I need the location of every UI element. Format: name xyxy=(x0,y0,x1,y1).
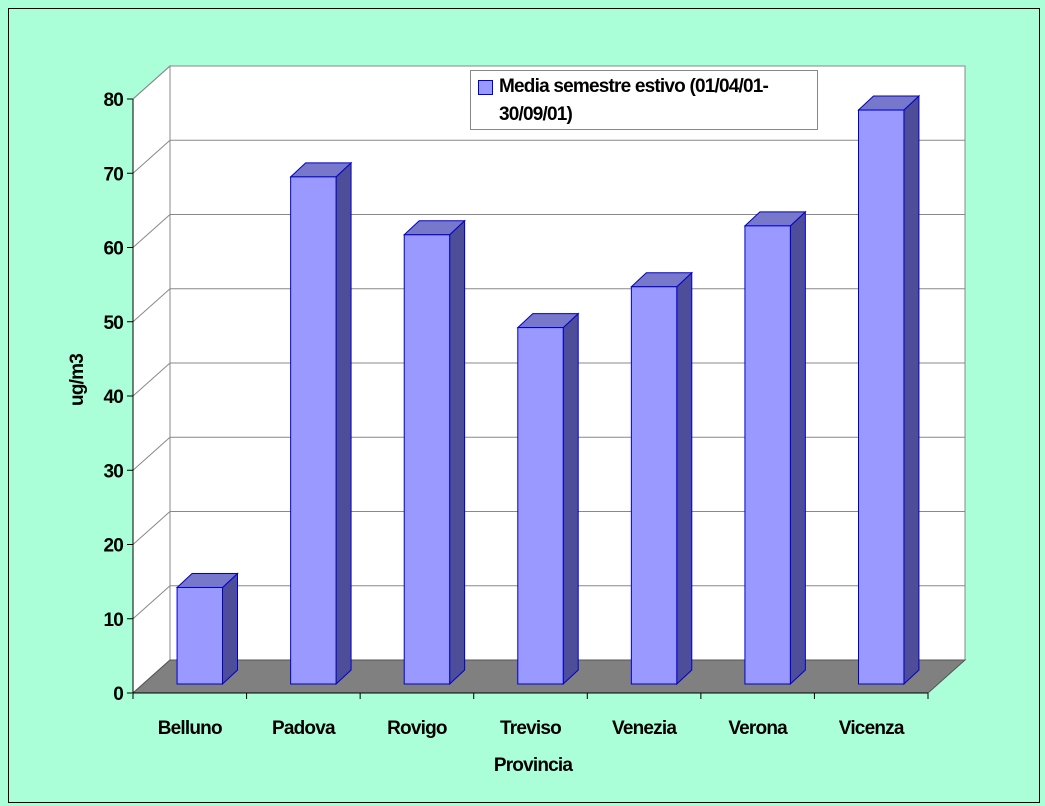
y-tick-label: 30 xyxy=(103,461,123,482)
y-axis-title: ug/m3 xyxy=(67,354,88,406)
y-tick-label: 0 xyxy=(113,684,123,705)
legend-swatch xyxy=(478,80,493,95)
bar-side xyxy=(789,210,806,686)
x-tick-label: Padova xyxy=(272,718,336,739)
bar-side xyxy=(676,271,693,686)
grid-line xyxy=(132,362,965,397)
x-axis-title: Provincia xyxy=(494,755,574,776)
y-tick-label: 10 xyxy=(103,610,123,631)
grid-line xyxy=(132,436,965,471)
bar xyxy=(744,225,791,685)
x-tick-label: Rovigo xyxy=(387,718,447,739)
bar xyxy=(858,109,905,685)
grid-line xyxy=(132,139,965,174)
bar-side xyxy=(449,219,466,686)
y-tick-label: 40 xyxy=(103,387,123,408)
x-tick-label: Vicenza xyxy=(839,718,905,739)
bar xyxy=(517,327,564,685)
grid-line xyxy=(132,65,965,100)
bar xyxy=(290,176,337,685)
y-tick-label: 20 xyxy=(103,536,123,557)
y-tick-label: 50 xyxy=(103,313,123,334)
y-tick-label: 70 xyxy=(103,164,123,185)
bar xyxy=(403,234,451,685)
chart-border xyxy=(8,8,1040,803)
bar-side xyxy=(562,312,579,686)
grid-line xyxy=(132,288,965,323)
y-tick-label: 60 xyxy=(103,239,123,260)
bar xyxy=(176,586,223,685)
legend-label: Media semestre estivo (01/04/01-30/09/01… xyxy=(499,76,769,125)
grid-line xyxy=(132,214,965,248)
bar-side xyxy=(903,94,920,686)
x-tick-label: Verona xyxy=(728,718,788,739)
bar-side xyxy=(335,161,352,686)
legend: Media semestre estivo (01/04/01-30/09/01… xyxy=(470,70,818,130)
y-tick-label: 80 xyxy=(103,90,123,111)
x-tick-label: Treviso xyxy=(500,718,561,739)
x-tick-label: Belluno xyxy=(158,718,222,739)
grid-line xyxy=(132,511,965,545)
x-tick-label: Venezia xyxy=(612,718,677,739)
bar-side xyxy=(222,572,238,686)
grid-line xyxy=(132,585,965,620)
bar xyxy=(630,286,678,685)
